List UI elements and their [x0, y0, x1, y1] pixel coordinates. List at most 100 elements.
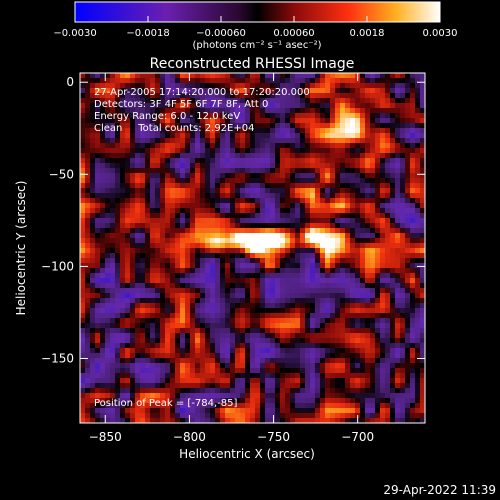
heatmap-pixel [235, 353, 240, 358]
heatmap-pixel [410, 368, 415, 373]
heatmap-pixel [195, 143, 200, 148]
heatmap-pixel [85, 383, 90, 388]
heatmap-pixel [330, 208, 335, 213]
heatmap-pixel [130, 83, 135, 88]
heatmap-pixel [415, 398, 420, 403]
heatmap-pixel [410, 158, 415, 163]
heatmap-pixel [120, 258, 125, 263]
heatmap-pixel [300, 128, 305, 133]
heatmap-pixel [225, 118, 230, 123]
heatmap-pixel [230, 373, 235, 378]
heatmap-pixel [100, 413, 105, 418]
heatmap-pixel [130, 258, 135, 263]
heatmap-pixel [220, 343, 225, 348]
heatmap-pixel [370, 143, 375, 148]
heatmap-pixel [230, 123, 235, 128]
heatmap-pixel [245, 138, 250, 143]
heatmap-pixel [340, 408, 345, 413]
heatmap-pixel [95, 78, 100, 83]
heatmap-pixel [165, 418, 170, 423]
heatmap-pixel [120, 248, 125, 253]
heatmap-pixel [400, 323, 405, 328]
heatmap-pixel [160, 363, 165, 368]
heatmap-pixel [215, 108, 220, 113]
heatmap-pixel [200, 348, 205, 353]
heatmap-pixel [385, 293, 390, 298]
heatmap-pixel [265, 343, 270, 348]
heatmap-pixel [250, 363, 255, 368]
heatmap-pixel [105, 93, 110, 98]
heatmap-pixel [370, 188, 375, 193]
heatmap-pixel [385, 188, 390, 193]
heatmap-pixel [300, 338, 305, 343]
heatmap-pixel [255, 173, 260, 178]
heatmap-pixel [410, 373, 415, 378]
heatmap-pixel [85, 213, 90, 218]
heatmap-pixel [210, 108, 215, 113]
heatmap-pixel [80, 223, 85, 228]
heatmap-pixel [145, 233, 150, 238]
heatmap-pixel [365, 163, 370, 168]
heatmap-pixel [400, 238, 405, 243]
heatmap-pixel [325, 403, 330, 408]
heatmap-pixel [365, 93, 370, 98]
heatmap-pixel [220, 133, 225, 138]
heatmap-pixel [300, 323, 305, 328]
heatmap-pixel [345, 248, 350, 253]
heatmap-pixel [185, 418, 190, 423]
heatmap-pixel [285, 233, 290, 238]
heatmap-pixel [210, 183, 215, 188]
heatmap-pixel [235, 318, 240, 323]
heatmap-pixel [305, 373, 310, 378]
heatmap-pixel [240, 383, 245, 388]
heatmap-pixel [235, 268, 240, 273]
heatmap-pixel [380, 398, 385, 403]
heatmap-pixel [360, 103, 365, 108]
heatmap-pixel [195, 418, 200, 423]
heatmap-pixel [180, 333, 185, 338]
heatmap-pixel [390, 128, 395, 133]
heatmap-pixel [195, 228, 200, 233]
heatmap-pixel [85, 218, 90, 223]
heatmap-pixel [160, 398, 165, 403]
heatmap-pixel [170, 328, 175, 333]
heatmap-pixel [330, 168, 335, 173]
heatmap-pixel [305, 388, 310, 393]
heatmap-pixel [335, 368, 340, 373]
heatmap-pixel [140, 393, 145, 398]
heatmap-pixel [90, 178, 95, 183]
heatmap-pixel [265, 108, 270, 113]
heatmap-pixel [315, 288, 320, 293]
heatmap-pixel [165, 223, 170, 228]
heatmap-pixel [110, 383, 115, 388]
heatmap-pixel [190, 378, 195, 383]
heatmap-pixel [130, 343, 135, 348]
heatmap-pixel [105, 123, 110, 128]
heatmap-pixel [320, 198, 325, 203]
heatmap-pixel [220, 308, 225, 313]
heatmap-pixel [205, 108, 210, 113]
heatmap-pixel [85, 283, 90, 288]
heatmap-pixel [85, 123, 90, 128]
heatmap-pixel [140, 218, 145, 223]
heatmap-pixel [80, 363, 85, 368]
heatmap-pixel [325, 118, 330, 123]
heatmap-pixel [260, 383, 265, 388]
heatmap-pixel [395, 383, 400, 388]
heatmap-pixel [350, 218, 355, 223]
heatmap-pixel [395, 288, 400, 293]
heatmap-pixel [95, 133, 100, 138]
heatmap-pixel [375, 258, 380, 263]
heatmap-pixel [400, 298, 405, 303]
heatmap-pixel [165, 358, 170, 363]
heatmap-pixel [225, 333, 230, 338]
heatmap-pixel [135, 263, 140, 268]
heatmap-pixel [280, 343, 285, 348]
heatmap-pixel [345, 303, 350, 308]
heatmap-pixel [245, 173, 250, 178]
heatmap-pixel [345, 193, 350, 198]
heatmap-pixel [290, 258, 295, 263]
heatmap-pixel [415, 118, 420, 123]
heatmap-pixel [180, 303, 185, 308]
heatmap-pixel [240, 413, 245, 418]
